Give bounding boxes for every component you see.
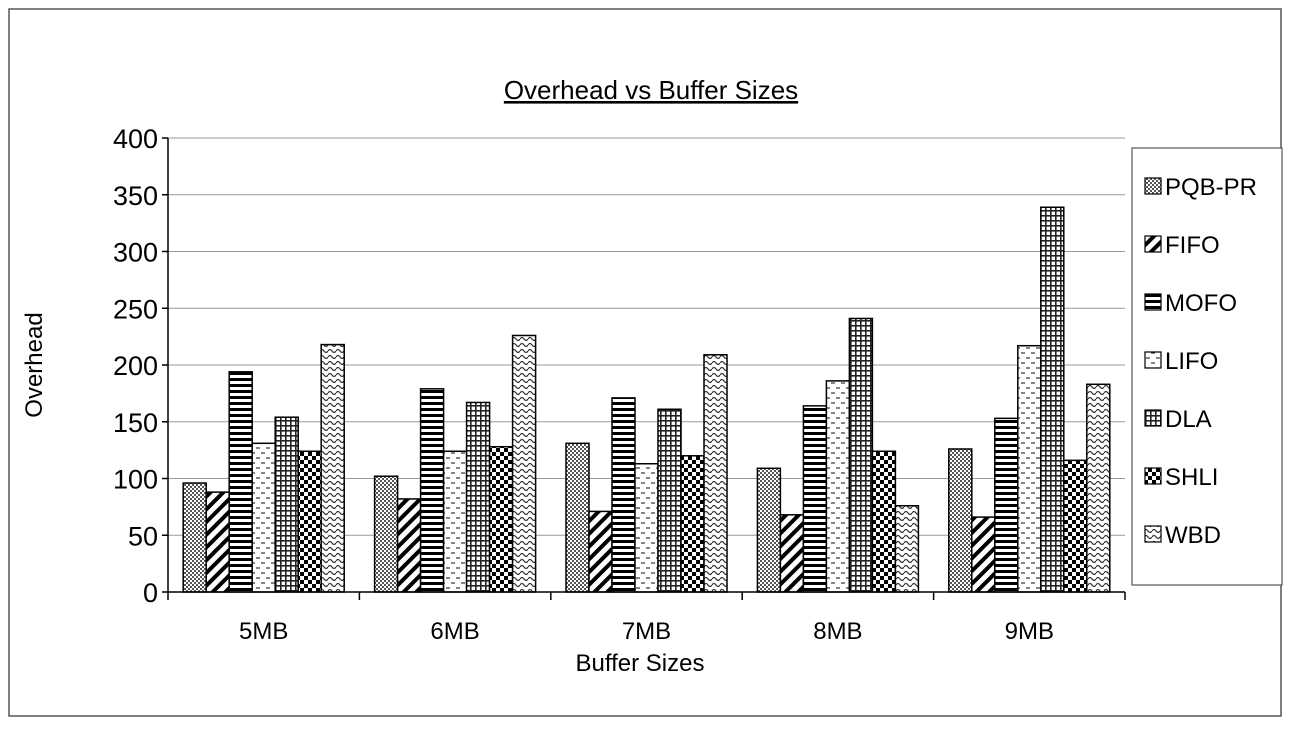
- bar-fifo-9mb: [971, 516, 996, 593]
- outer-border: [8, 8, 1282, 717]
- bar-lifo-9mb: [1017, 344, 1042, 593]
- bar-dla-7mb: [657, 408, 682, 593]
- bar-mofo-6mb: [419, 388, 445, 593]
- legend-label-dla: DLA: [1165, 406, 1212, 433]
- legend-swatch-lifo: [1144, 351, 1162, 369]
- bar-mofo-8mb: [802, 405, 828, 593]
- legend-label-wbd: WBD: [1165, 522, 1221, 549]
- bar-pqb-pr-8mb: [756, 467, 782, 593]
- bar-fifo-5mb: [205, 491, 230, 593]
- bar-dla-8mb: [848, 317, 874, 593]
- legend-label-fifo: FIFO: [1165, 232, 1220, 259]
- bar-lifo-6mb: [442, 450, 468, 593]
- bar-lifo-7mb: [634, 462, 659, 593]
- bar-wbd-8mb: [894, 504, 920, 593]
- bar-dla-5mb: [274, 416, 299, 593]
- legend-swatch-fifo: [1144, 235, 1162, 253]
- bar-shli-7mb: [680, 455, 705, 593]
- y-tick-label: 300: [113, 238, 158, 268]
- y-tick-labels: 0 50 100 150 200 250 300 350 400: [113, 124, 158, 608]
- bar-lifo-8mb: [825, 380, 851, 593]
- y-tick-label: 0: [143, 578, 158, 608]
- bar-dla-6mb: [465, 401, 491, 593]
- bar-wbd-7mb: [703, 354, 728, 593]
- bar-shli-6mb: [488, 445, 514, 593]
- bar-pqb-pr-7mb: [565, 442, 590, 593]
- bar-wbd-9mb: [1086, 383, 1111, 593]
- legend-label-shli: SHLI: [1165, 464, 1218, 491]
- x-tick-label: 6MB: [430, 618, 479, 645]
- x-tick-label: 5MB: [239, 618, 288, 645]
- legend: PQB-PR FIFO MOFO LIFO DLA SHLI WBD: [1131, 147, 1283, 586]
- bar-shli-8mb: [871, 450, 897, 593]
- y-tick-label: 100: [113, 465, 158, 495]
- x-tick-labels: 5MB 6MB 7MB 8MB 9MB: [239, 618, 1054, 645]
- bar-mofo-7mb: [611, 397, 636, 593]
- bar-wbd-6mb: [511, 334, 537, 593]
- bar-fifo-7mb: [588, 510, 613, 593]
- y-tick-label: 350: [113, 181, 158, 211]
- y-tick-label: 50: [128, 521, 158, 551]
- bar-mofo-5mb: [228, 371, 253, 593]
- bar-mofo-9mb: [994, 417, 1019, 593]
- bar-pqb-pr-9mb: [948, 448, 973, 593]
- legend-swatch-shli: [1144, 467, 1162, 485]
- bar-fifo-6mb: [396, 498, 422, 593]
- bar-pqb-pr-5mb: [182, 482, 207, 593]
- bar-shli-9mb: [1063, 459, 1088, 593]
- legend-label-mofo: MOFO: [1165, 290, 1237, 317]
- chart-title: Overhead vs Buffer Sizes: [504, 75, 798, 105]
- legend-label-pqb-pr: PQB-PR: [1165, 174, 1257, 201]
- legend-swatch-wbd: [1144, 525, 1162, 543]
- y-tick-label: 250: [113, 294, 158, 324]
- y-tick-label: 200: [113, 351, 158, 381]
- x-tick-label: 8MB: [813, 618, 862, 645]
- x-tick-label: 7MB: [622, 618, 671, 645]
- bar-wbd-5mb: [320, 343, 345, 593]
- legend-swatch-dla: [1144, 409, 1162, 427]
- y-tick-label: 400: [113, 124, 158, 154]
- y-tick-label: 150: [113, 408, 158, 438]
- x-axis-label: Buffer Sizes: [576, 650, 705, 677]
- legend-swatch-mofo: [1144, 293, 1162, 311]
- y-axis-label: Overhead: [21, 312, 48, 417]
- axes: [162, 137, 1126, 600]
- bar-dla-9mb: [1040, 206, 1065, 593]
- x-tick-label: 9MB: [1005, 618, 1054, 645]
- bar-pqb-pr-6mb: [373, 475, 399, 593]
- legend-label-lifo: LIFO: [1165, 348, 1218, 375]
- bar-shli-5mb: [297, 450, 322, 593]
- bar-lifo-5mb: [251, 442, 276, 593]
- bar-fifo-8mb: [779, 514, 805, 593]
- legend-swatch-pqb-pr: [1144, 177, 1162, 195]
